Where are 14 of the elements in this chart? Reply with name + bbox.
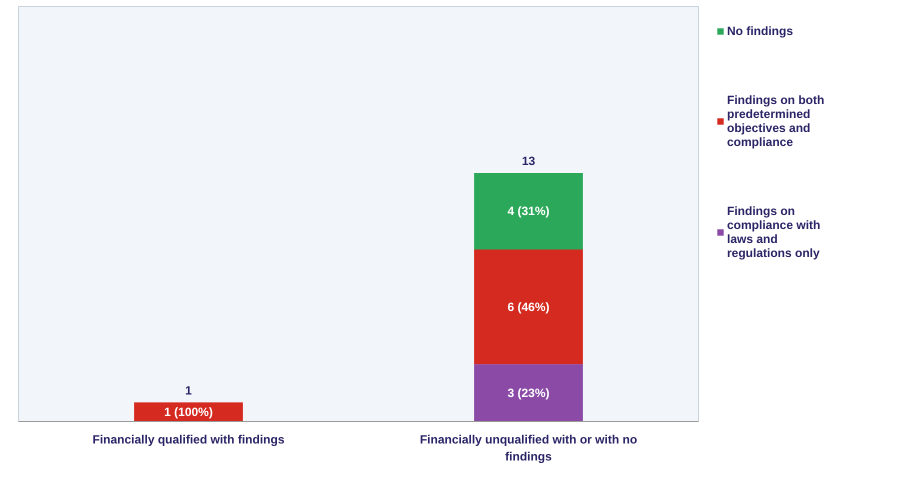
- data-label: 4 (31%): [507, 204, 550, 218]
- legend-label: Findings on compliance with laws and regulations only: [727, 204, 820, 260]
- x-tick-label: Financially unqualified with or with no findings: [420, 432, 638, 464]
- legend-label: No findings: [727, 24, 793, 38]
- total-label: 1: [185, 383, 192, 398]
- data-label: 3 (23%): [507, 386, 550, 400]
- bar: [474, 172, 583, 250]
- bar: [474, 364, 583, 422]
- data-label: 1 (100%): [164, 404, 213, 419]
- total-label: 13: [522, 154, 536, 168]
- x-tick-label: Financially qualified with findings: [92, 432, 285, 446]
- bar: [474, 249, 583, 364]
- data-label: 6 (46%): [507, 300, 550, 314]
- legend-label: Findings on both predetermined objectives and compliance: [727, 93, 824, 149]
